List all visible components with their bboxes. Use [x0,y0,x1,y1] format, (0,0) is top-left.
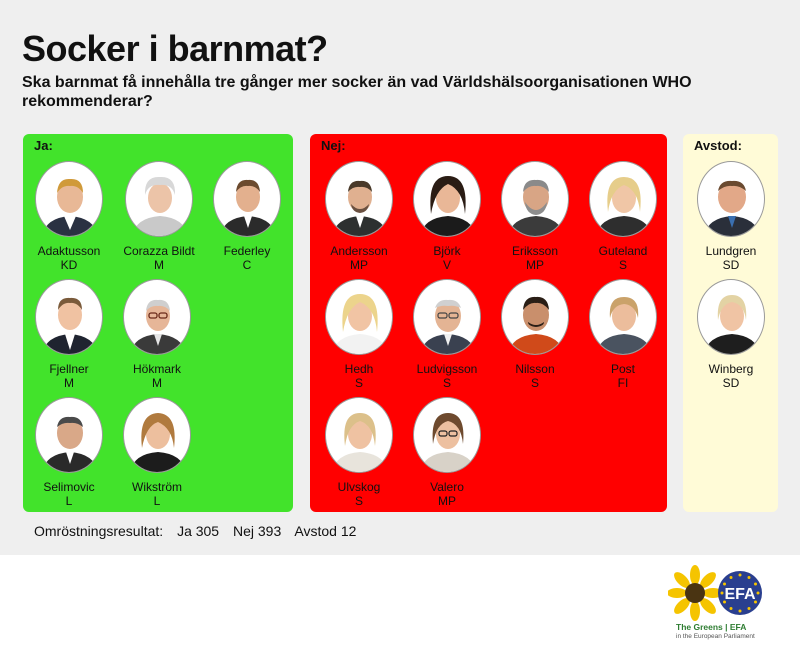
mep-party: FI [617,376,629,390]
portrait-icon [35,397,103,473]
mep-party: C [242,258,252,272]
portrait-icon [123,397,191,473]
portrait-icon [325,397,393,473]
sunflower-icon [668,565,723,621]
mep-party: V [442,258,451,272]
mep-name: Adaktusson [37,244,101,258]
portrait-icon [413,161,481,237]
page-subtitle: Ska barnmat få innehålla tre gånger mer … [22,74,692,110]
portrait-icon [35,279,103,355]
mep-party: L [153,494,161,508]
portrait-icon [589,279,657,355]
mep-name: Valero [430,480,464,494]
ja-label: Ja: [34,138,53,153]
mep-party: KD [60,258,78,272]
avstod-label: Avstod: [694,138,742,153]
mep-name: Lundgren [705,244,757,258]
mep-name: Wikström [132,480,182,494]
logo-text: The Greens | EFA [676,622,747,632]
mep-card: Valero MP [402,397,492,508]
nej-label: Nej: [321,138,346,153]
mep-card: Fjellner M [24,279,114,390]
mep-party: S [354,376,363,390]
mep-name: Andersson [330,244,388,258]
mep-name: Winberg [708,362,754,376]
logo-subtext: in the European Parliament [676,633,755,640]
greens-efa-logo: EFA [668,565,762,621]
portrait-icon [413,279,481,355]
mep-party: M [152,376,162,390]
mep-name: Federley [223,244,271,258]
portrait-icon [125,161,193,237]
portrait-icon [35,161,103,237]
mep-name: Björk [433,244,461,258]
portrait-icon [213,161,281,237]
portrait-icon [123,279,191,355]
results-avstod: Avstod 12 [294,523,357,539]
mep-card: Ulvskog S [314,397,404,508]
mep-party: M [64,376,74,390]
mep-name: Selimovic [43,480,95,494]
mep-name: Ulvskog [337,480,381,494]
page-title: Socker i barnmat? [22,28,328,69]
mep-name: Hedh [344,362,374,376]
mep-name: Hökmark [132,362,181,376]
portrait-icon [501,279,569,355]
mep-party: M [154,258,164,272]
mep-party: SD [722,376,740,390]
portrait-icon [501,161,569,237]
portrait-icon [325,161,393,237]
mep-card: Andersson MP [314,161,404,272]
mep-card: Federley C [202,161,292,272]
results-ja: Ja 305 [177,523,220,539]
mep-card: Lundgren SD [686,161,776,272]
mep-card: Nilsson S [490,279,580,390]
mep-name: Corazza Bildt [123,244,195,258]
results-label: Omröstningsresultat: [34,523,164,539]
efa-emblem-icon: EFA [718,571,762,615]
mep-card: Wikström L [112,397,202,508]
mep-card: Adaktusson KD [24,161,114,272]
portrait-icon [697,161,765,237]
svg-text:EFA: EFA [724,586,756,603]
mep-card: Selimovic L [24,397,114,508]
mep-name: Ludvigsson [416,362,478,376]
mep-card: Björk V [402,161,492,272]
mep-card: Eriksson MP [490,161,580,272]
mep-party: SD [722,258,740,272]
mep-party: S [354,494,363,508]
mep-party: S [530,376,539,390]
mep-card: Winberg SD [686,279,776,390]
mep-party: S [618,258,627,272]
mep-party: MP [350,258,368,272]
mep-card: Post FI [578,279,668,390]
mep-card: Corazza Bildt M [114,161,204,272]
mep-name: Fjellner [49,362,89,376]
mep-card: Hedh S [314,279,404,390]
mep-name: Eriksson [511,244,558,258]
portrait-icon [413,397,481,473]
portrait-icon [589,161,657,237]
mep-party: S [442,376,451,390]
mep-name: Post [610,362,635,376]
mep-card: Hökmark M [112,279,202,390]
results-nej: Nej 393 [233,523,282,539]
mep-name: Nilsson [515,362,555,376]
mep-party: L [65,494,73,508]
mep-card: Ludvigsson S [402,279,492,390]
portrait-icon [697,279,765,355]
mep-party: MP [526,258,544,272]
vote-results: Omröstningsresultat: Ja 305 Nej 393 Avst… [34,523,366,539]
mep-card: Guteland S [578,161,668,272]
mep-name: Guteland [598,244,648,258]
portrait-icon [325,279,393,355]
avstod-panel: Avstod: Lundgren SD Winberg SD [683,134,778,512]
nej-panel: Nej: Andersson MP Björk V Eriksson MP Gu… [310,134,667,512]
mep-party: MP [438,494,456,508]
ja-panel: Ja: Adaktusson KD Corazza Bildt M Federl… [23,134,293,512]
